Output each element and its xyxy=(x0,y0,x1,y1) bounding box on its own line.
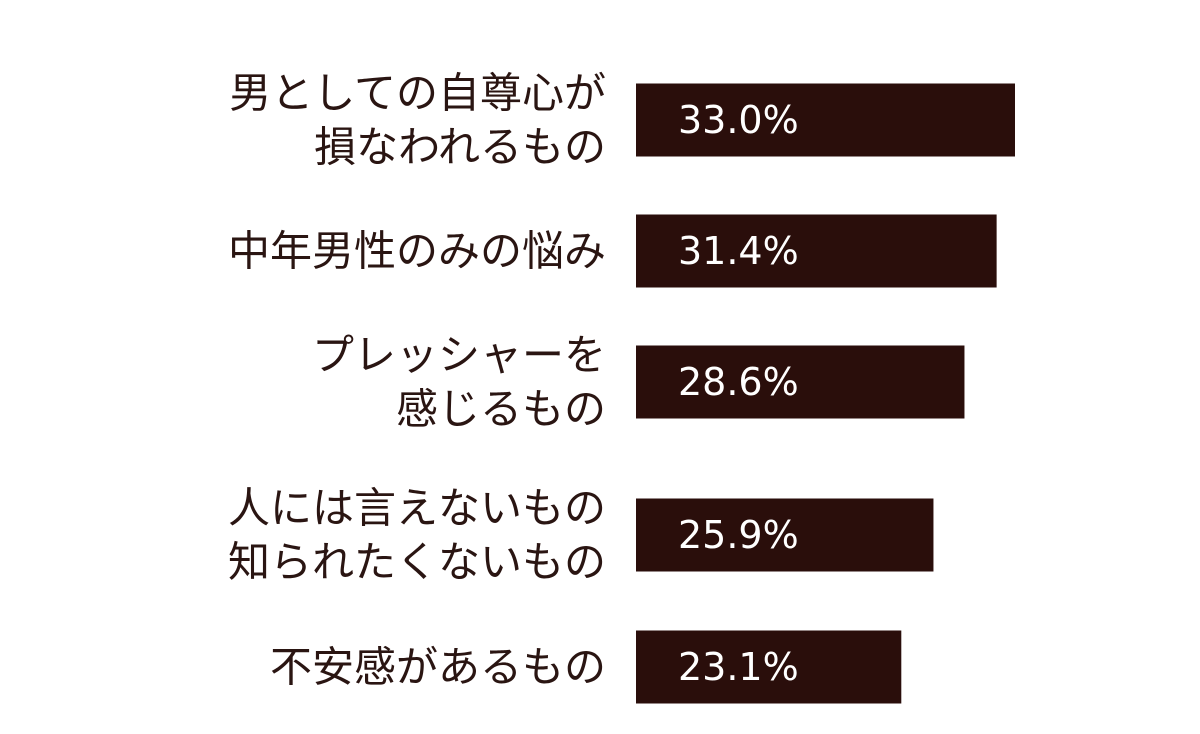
category-label-3-line-2: 感じるもの xyxy=(396,385,606,434)
category-label-2-line-1: 中年男性のみの悩み xyxy=(228,227,606,276)
category-label-1-line-1: 男としての自尊心が xyxy=(229,69,606,118)
bar-2 xyxy=(636,214,997,288)
value-label-2: 31.4% xyxy=(678,229,799,273)
category-label-3-line-1: プレッシャーを xyxy=(312,331,606,380)
value-label-3: 28.6% xyxy=(678,360,799,404)
bar-3 xyxy=(636,345,965,419)
bar-4 xyxy=(636,498,934,572)
category-label-4-line-1: 人には言えないもの xyxy=(228,484,606,533)
category-label-4-line-2: 知られたくないもの xyxy=(228,538,606,587)
bar-1 xyxy=(636,83,1015,157)
bar-5 xyxy=(636,630,902,704)
category-label-1-line-2: 損なわれるもの xyxy=(314,123,606,172)
category-label-5-line-1: 不安感があるもの xyxy=(270,643,606,692)
value-label-4: 25.9% xyxy=(678,513,799,557)
value-label-1: 33.0% xyxy=(678,98,799,142)
value-label-5: 23.1% xyxy=(678,645,799,689)
